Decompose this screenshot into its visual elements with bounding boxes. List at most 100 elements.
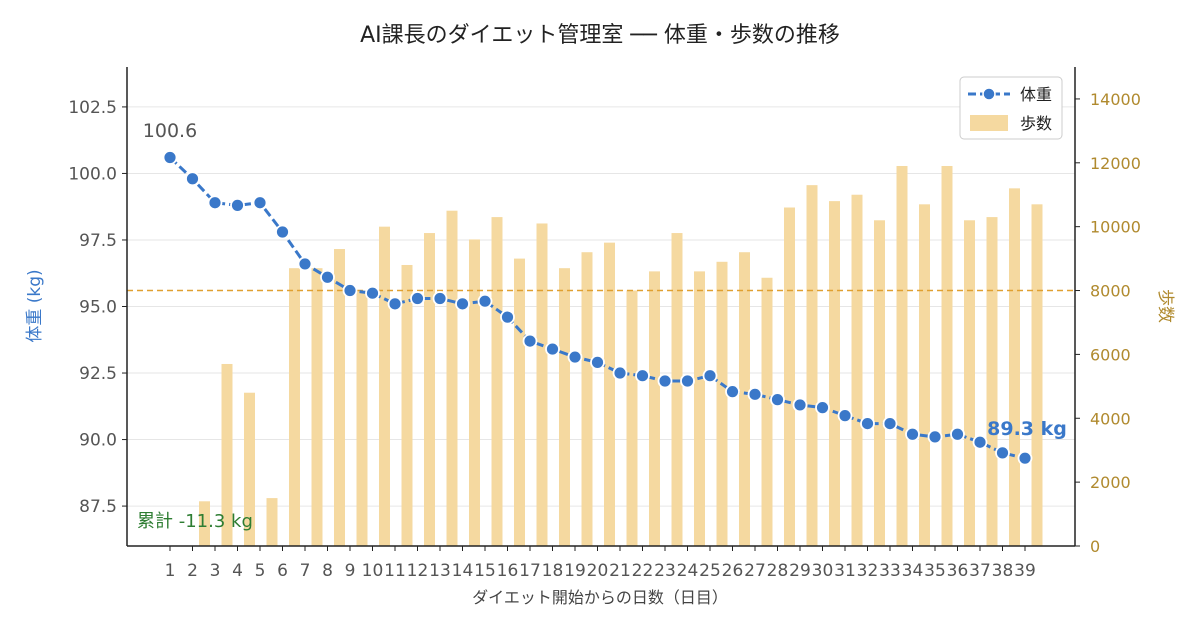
weight-point xyxy=(770,392,785,408)
legend-weight-label: 体重 xyxy=(1020,85,1052,104)
weight-point xyxy=(410,291,425,306)
x-tick-label: 14 xyxy=(452,561,474,581)
legend-steps-label: 歩数 xyxy=(1020,114,1052,133)
y-left-axis-label: 体重 (kg) xyxy=(25,269,45,342)
steps-bar xyxy=(874,220,885,546)
weight-point xyxy=(860,416,875,431)
x-tick-label: 39 xyxy=(1014,561,1036,581)
x-tick-label: 7 xyxy=(300,561,311,581)
x-tick-label: 23 xyxy=(654,561,676,581)
steps-bar xyxy=(694,271,705,546)
y-left-tick-label: 102.5 xyxy=(68,98,117,118)
x-tick-label: 6 xyxy=(277,561,288,581)
x-tick-label: 8 xyxy=(322,561,333,581)
x-tick-label: 19 xyxy=(564,561,586,581)
x-tick-label: 4 xyxy=(232,561,243,581)
weight-point xyxy=(320,269,335,285)
steps-bar xyxy=(289,268,300,546)
total-change-label: 累計 -11.3 kg xyxy=(137,511,253,532)
steps-bar xyxy=(379,226,390,546)
x-tick-label: 2 xyxy=(187,561,198,581)
y-right-tick-label: 14000 xyxy=(1090,90,1141,109)
x-tick-label: 10 xyxy=(362,561,384,581)
weight-point xyxy=(590,354,605,370)
x-tick-label: 38 xyxy=(992,561,1014,581)
x-tick-label: 36 xyxy=(947,561,969,581)
x-tick-label: 30 xyxy=(812,561,834,581)
y-left-tick-label: 90.0 xyxy=(79,431,117,451)
y-left-tick-label: 92.5 xyxy=(79,364,117,384)
x-tick-label: 21 xyxy=(609,561,631,581)
steps-bar xyxy=(784,207,795,547)
weight-point xyxy=(882,416,898,431)
weight-point xyxy=(972,434,988,450)
weight-point xyxy=(747,386,763,402)
start-value-label: 100.6 xyxy=(143,120,197,142)
steps-bar xyxy=(514,258,525,546)
steps-bar xyxy=(536,223,548,546)
steps-bar xyxy=(671,233,683,546)
weight-point xyxy=(725,384,740,400)
weight-point xyxy=(837,408,853,424)
weight-point xyxy=(612,365,628,381)
steps-bar xyxy=(1031,204,1043,546)
x-tick-label: 24 xyxy=(677,561,699,581)
x-tick-label: 17 xyxy=(519,561,541,581)
x-tick-label: 15 xyxy=(474,561,496,581)
weight-point xyxy=(545,341,560,357)
x-tick-label: 27 xyxy=(744,561,766,581)
weight-point xyxy=(950,426,965,442)
line-layer xyxy=(162,150,1033,466)
weight-point xyxy=(275,224,290,240)
weight-point xyxy=(702,368,718,384)
weight-point xyxy=(455,296,470,312)
y-left-tick-label: 87.5 xyxy=(79,497,117,517)
steps-bar xyxy=(311,268,323,546)
steps-bar xyxy=(604,242,615,546)
x-tick-label: 26 xyxy=(722,561,744,581)
bar-layer xyxy=(199,165,1043,547)
x-tick-label: 1 xyxy=(165,561,176,581)
steps-bar xyxy=(469,239,480,546)
steps-bar xyxy=(739,252,750,547)
steps-bar xyxy=(401,264,413,546)
x-tick-label: 29 xyxy=(789,561,811,581)
steps-bar xyxy=(761,277,773,546)
x-tick-label: 9 xyxy=(345,561,356,581)
steps-bar xyxy=(896,165,908,546)
chart-title: AI課長のダイエット管理室 ── 体重・歩数の推移 xyxy=(360,23,840,48)
weight-point xyxy=(567,349,583,365)
steps-bar xyxy=(806,185,818,547)
weight-point xyxy=(815,400,830,416)
legend: 体重 歩数 xyxy=(959,76,1063,140)
x-tick-label: 22 xyxy=(632,561,654,581)
weight-point xyxy=(927,429,943,445)
x-tick-label: 18 xyxy=(542,561,564,581)
y-left-tick-label: 95.0 xyxy=(79,298,117,318)
x-tick-label: 32 xyxy=(857,561,879,581)
steps-bar xyxy=(491,217,503,546)
steps-bar xyxy=(919,204,930,546)
y-right-tick-label: 10000 xyxy=(1090,218,1141,237)
weight-point xyxy=(230,197,245,213)
x-tick-label: 37 xyxy=(969,561,991,581)
y-left-tick-label: 100.0 xyxy=(68,164,117,184)
steps-bar xyxy=(424,233,435,546)
steps-bar xyxy=(581,252,593,547)
x-tick-label: 28 xyxy=(767,561,789,581)
x-tick-label: 35 xyxy=(924,561,946,581)
steps-bar xyxy=(244,392,255,546)
x-axis-label: ダイエット開始からの日数（日目） xyxy=(472,588,728,607)
y-right-tick-label: 6000 xyxy=(1090,345,1131,364)
x-tick-label: 25 xyxy=(699,561,721,581)
weight-point xyxy=(500,309,515,325)
weight-point xyxy=(657,373,673,389)
steps-bar xyxy=(986,217,998,546)
weight-point xyxy=(792,397,808,413)
y-right-tick-label: 4000 xyxy=(1090,409,1131,428)
x-tick-label: 13 xyxy=(429,561,451,581)
weight-point xyxy=(387,296,403,312)
weight-point xyxy=(365,285,380,301)
